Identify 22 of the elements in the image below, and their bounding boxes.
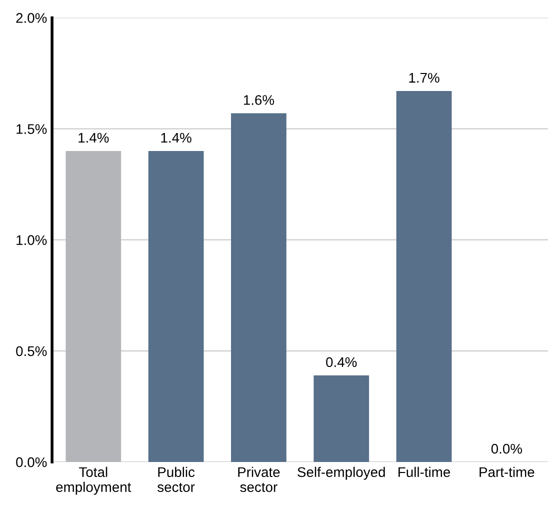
bar: [231, 113, 286, 462]
data-label: 1.7%: [409, 72, 440, 83]
data-label: 1.4%: [78, 132, 109, 143]
y-tick-label: 0.0%: [16, 457, 47, 468]
bar: [314, 375, 370, 462]
x-tick-label: Full-time: [398, 466, 450, 478]
x-tick-label: Public sector: [158, 466, 195, 492]
x-tick-label: Part-time: [480, 466, 534, 478]
y-tick-label: 2.0%: [16, 13, 47, 23]
y-tick-label: 1.5%: [16, 124, 47, 134]
x-tick-label: Total employment: [56, 466, 132, 495]
y-tick-label: 1.0%: [16, 235, 47, 246]
data-label: 1.4%: [161, 132, 192, 143]
data-label: 0.0%: [491, 444, 522, 454]
x-tick-label: Private sector: [238, 466, 280, 492]
data-label: 1.6%: [244, 95, 274, 105]
bar: [396, 91, 452, 462]
bar: [148, 150, 204, 462]
x-tick-label: Self-employed: [298, 466, 385, 480]
y-tick-label: 0.5%: [16, 346, 47, 356]
bar: [66, 150, 122, 462]
data-label: 0.4%: [326, 357, 357, 368]
